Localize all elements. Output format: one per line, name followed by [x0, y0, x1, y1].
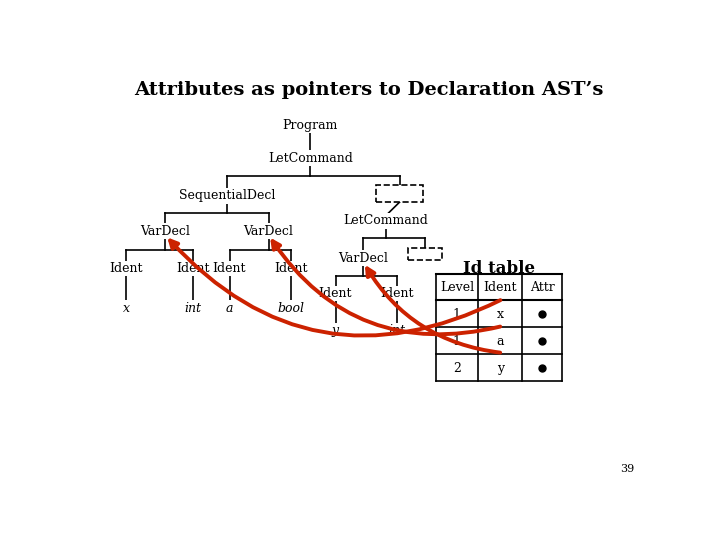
Text: Ident: Ident — [319, 287, 352, 300]
FancyArrowPatch shape — [367, 268, 500, 353]
Text: y: y — [332, 325, 339, 338]
Text: x: x — [123, 301, 130, 314]
Text: VarDecl: VarDecl — [140, 225, 190, 238]
Text: int: int — [388, 325, 405, 338]
Text: SequentialDecl: SequentialDecl — [179, 190, 275, 202]
Text: Attr: Attr — [530, 281, 554, 294]
FancyBboxPatch shape — [408, 248, 441, 260]
FancyArrowPatch shape — [273, 241, 500, 334]
Text: 39: 39 — [620, 464, 634, 474]
Text: LetCommand: LetCommand — [268, 152, 353, 165]
Text: 2: 2 — [453, 362, 461, 375]
Text: Ident: Ident — [483, 281, 517, 294]
Text: bool: bool — [277, 301, 305, 314]
Text: a: a — [226, 301, 233, 314]
Text: VarDecl: VarDecl — [338, 252, 388, 265]
Text: y: y — [497, 362, 504, 375]
Text: a: a — [496, 335, 504, 348]
Text: VarDecl: VarDecl — [243, 225, 294, 238]
Text: x: x — [497, 308, 503, 321]
Text: Id table: Id table — [463, 260, 535, 277]
Text: 1: 1 — [453, 308, 461, 321]
FancyBboxPatch shape — [376, 185, 423, 202]
Text: 1: 1 — [453, 335, 461, 348]
Text: Ident: Ident — [380, 287, 414, 300]
Text: LetCommand: LetCommand — [343, 214, 428, 227]
Text: Ident: Ident — [176, 262, 210, 275]
Text: int: int — [185, 301, 202, 314]
Text: Ident: Ident — [109, 262, 143, 275]
Text: Ident: Ident — [212, 262, 246, 275]
Text: Level: Level — [440, 281, 474, 294]
Text: Program: Program — [283, 119, 338, 132]
Text: Attributes as pointers to Declaration AST’s: Attributes as pointers to Declaration AS… — [135, 82, 603, 99]
Text: Ident: Ident — [274, 262, 307, 275]
FancyArrowPatch shape — [170, 240, 500, 336]
